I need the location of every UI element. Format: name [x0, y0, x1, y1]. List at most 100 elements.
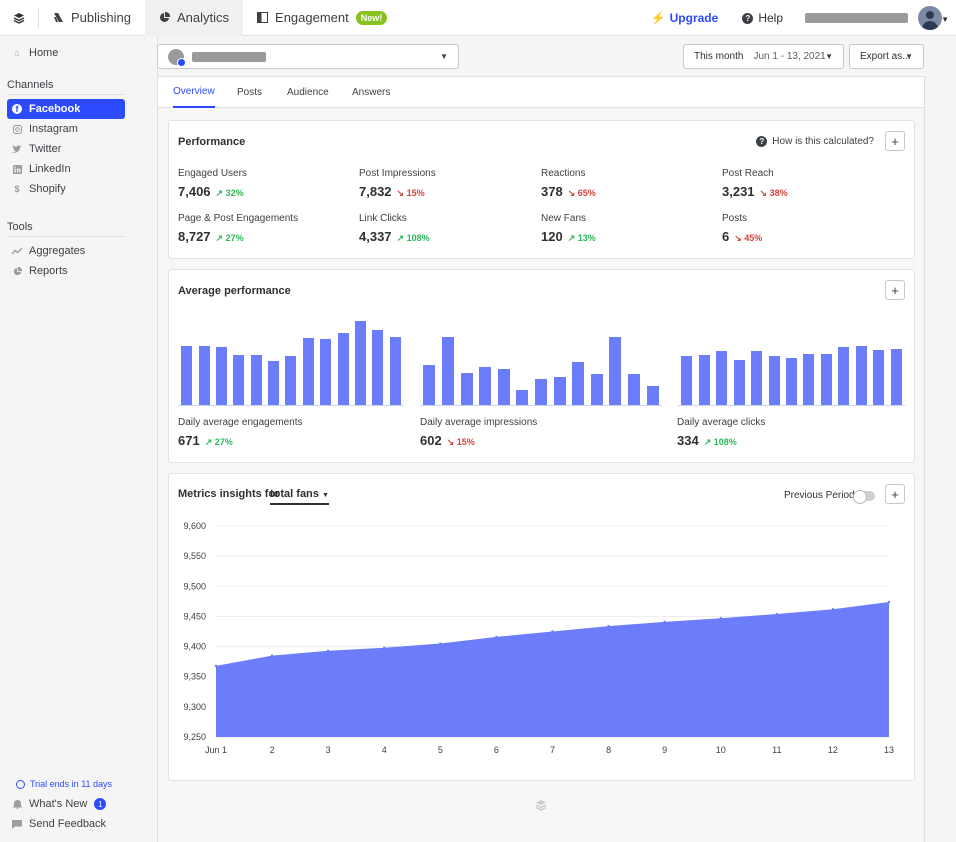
tab-posts[interactable]: Posts — [237, 87, 263, 98]
data-point — [775, 612, 779, 616]
export-label: Export as... — [860, 51, 911, 62]
metric-label: Reactions — [541, 168, 586, 179]
avatar[interactable] — [918, 6, 942, 30]
metric-dropdown[interactable]: total fans ▼ — [270, 488, 329, 505]
avg-engagements-summary: Daily average engagements 671 ↗ 27% — [178, 417, 303, 448]
nav-tab-analytics[interactable]: Analytics — [145, 0, 244, 36]
divider — [7, 94, 125, 95]
delta-value: 27% — [225, 233, 244, 243]
bar — [372, 330, 383, 405]
stack-layers-icon[interactable] — [0, 0, 38, 36]
metric-page-post-engagements: Page & Post Engagements 8,727 ↗ 27% — [178, 213, 298, 244]
tab-answers[interactable]: Answers — [352, 87, 391, 98]
nav-tab-label: Engagement — [275, 10, 349, 25]
metric-value: 7,832 — [359, 184, 392, 199]
bar — [442, 337, 454, 405]
chevron-down-icon: ▼ — [321, 492, 329, 499]
tab-audience[interactable]: Audience — [287, 87, 329, 98]
x-tick-label: 13 — [884, 745, 894, 755]
sidebar-item-label: LinkedIn — [29, 163, 71, 175]
baseline — [678, 405, 905, 406]
metric-value: 6 — [722, 229, 730, 244]
total-fans-area — [216, 601, 889, 737]
bar — [423, 365, 435, 405]
bar — [516, 390, 528, 405]
nav-tab-publishing[interactable]: Publishing — [39, 0, 145, 36]
add-button[interactable]: + — [885, 131, 905, 151]
redacted-account-name — [192, 51, 266, 62]
add-button[interactable]: + — [885, 280, 905, 300]
avg-impressions-summary: Daily average impressions 602 ↘ 15% — [420, 417, 537, 448]
y-tick-label: 9,600 — [183, 521, 206, 531]
data-point — [887, 600, 891, 604]
sidebar-item-home[interactable]: ⌂ Home — [7, 43, 125, 63]
metric-post-impressions: Post Impressions 7,832 ↘ 15% — [359, 168, 436, 199]
stack-layers-icon — [535, 799, 547, 814]
nav-tab-engagement[interactable]: Engagement New! — [243, 0, 401, 36]
bar — [535, 379, 547, 405]
how-calculated-link[interactable]: ? How is this calculated? — [756, 136, 874, 147]
bar — [268, 361, 279, 405]
data-point — [551, 630, 554, 633]
metric-label: Daily average impressions — [420, 417, 538, 428]
previous-period-toggle[interactable] — [853, 490, 875, 504]
bar — [181, 346, 192, 405]
upgrade-link[interactable]: ⚡ Upgrade — [651, 11, 719, 25]
delta-up: ↗ 108% — [396, 233, 430, 243]
shopify-icon: $ — [14, 184, 20, 194]
help-link[interactable]: ? Help — [742, 11, 783, 25]
x-tick-label: 8 — [606, 745, 611, 755]
sidebar-item-twitter[interactable]: Twitter — [7, 139, 125, 159]
channels-heading: Channels — [7, 79, 54, 91]
sidebar-item-linkedin[interactable]: LinkedIn — [7, 159, 125, 179]
y-tick-label: 9,500 — [183, 581, 206, 591]
date-preset-label: This month — [694, 51, 744, 62]
delta-value: 15% — [456, 437, 475, 447]
bar — [479, 367, 491, 405]
bar — [251, 355, 262, 405]
bar — [461, 373, 473, 405]
sidebar-item-whats-new[interactable]: What's New 1 — [7, 794, 125, 814]
add-button[interactable]: + — [885, 484, 905, 504]
chevron-down-icon: ▼ — [905, 52, 913, 61]
notification-count-badge: 1 — [94, 798, 107, 810]
baseline — [178, 405, 404, 406]
sidebar-item-send-feedback[interactable]: Send Feedback — [7, 814, 125, 834]
sidebar-item-facebook[interactable]: f Facebook — [7, 99, 125, 119]
x-tick-label: 3 — [326, 745, 331, 755]
bar — [716, 351, 727, 405]
sidebar: ⌂ Home Channels f Facebook Instagram Twi… — [0, 36, 158, 842]
tab-overview[interactable]: Overview — [173, 77, 215, 108]
data-point — [383, 646, 386, 649]
chat-bubble-icon — [12, 819, 22, 829]
metrics-insights-card: Metrics insights for total fans ▼ Previo… — [168, 473, 915, 781]
data-point — [270, 654, 274, 657]
export-dropdown-button[interactable]: Export as... ▼ — [849, 44, 924, 69]
sidebar-item-instagram[interactable]: Instagram — [7, 119, 125, 139]
previous-period-label: Previous Period — [784, 490, 855, 501]
twitter-icon — [12, 144, 22, 154]
data-point — [831, 607, 835, 611]
account-selector[interactable]: ▼ — [157, 44, 459, 69]
metric-label: Link Clicks — [359, 213, 407, 224]
sidebar-item-shopify[interactable]: $ Shopify — [7, 179, 125, 199]
delta-up: ↗ 13% — [567, 233, 596, 243]
card-title: Performance — [178, 136, 246, 148]
bar — [199, 346, 210, 405]
trial-notice[interactable]: Trial ends in 11 days — [16, 779, 112, 789]
metric-label: Post Impressions — [359, 168, 436, 179]
impressions-bar-chart — [420, 315, 662, 406]
sidebar-item-reports[interactable]: Reports — [7, 261, 125, 281]
delta-value: 15% — [406, 188, 425, 198]
chevron-down-icon[interactable]: ▼ — [941, 15, 949, 24]
date-range-selector[interactable]: This month Jun 1 - 13, 2021 ▼ — [683, 44, 844, 69]
metric-link-clicks: Link Clicks 4,337 ↗ 108% — [359, 213, 430, 244]
top-right-actions: ⚡ Upgrade ? Help ▼ — [651, 0, 956, 36]
bar — [338, 333, 349, 405]
bar — [628, 374, 640, 405]
x-tick-label: 10 — [716, 745, 726, 755]
sidebar-item-aggregates[interactable]: Aggregates — [7, 241, 125, 261]
bar — [786, 358, 797, 405]
data-point — [607, 624, 610, 628]
avg-clicks-summary: Daily average clicks 334 ↗ 108% — [677, 417, 765, 448]
